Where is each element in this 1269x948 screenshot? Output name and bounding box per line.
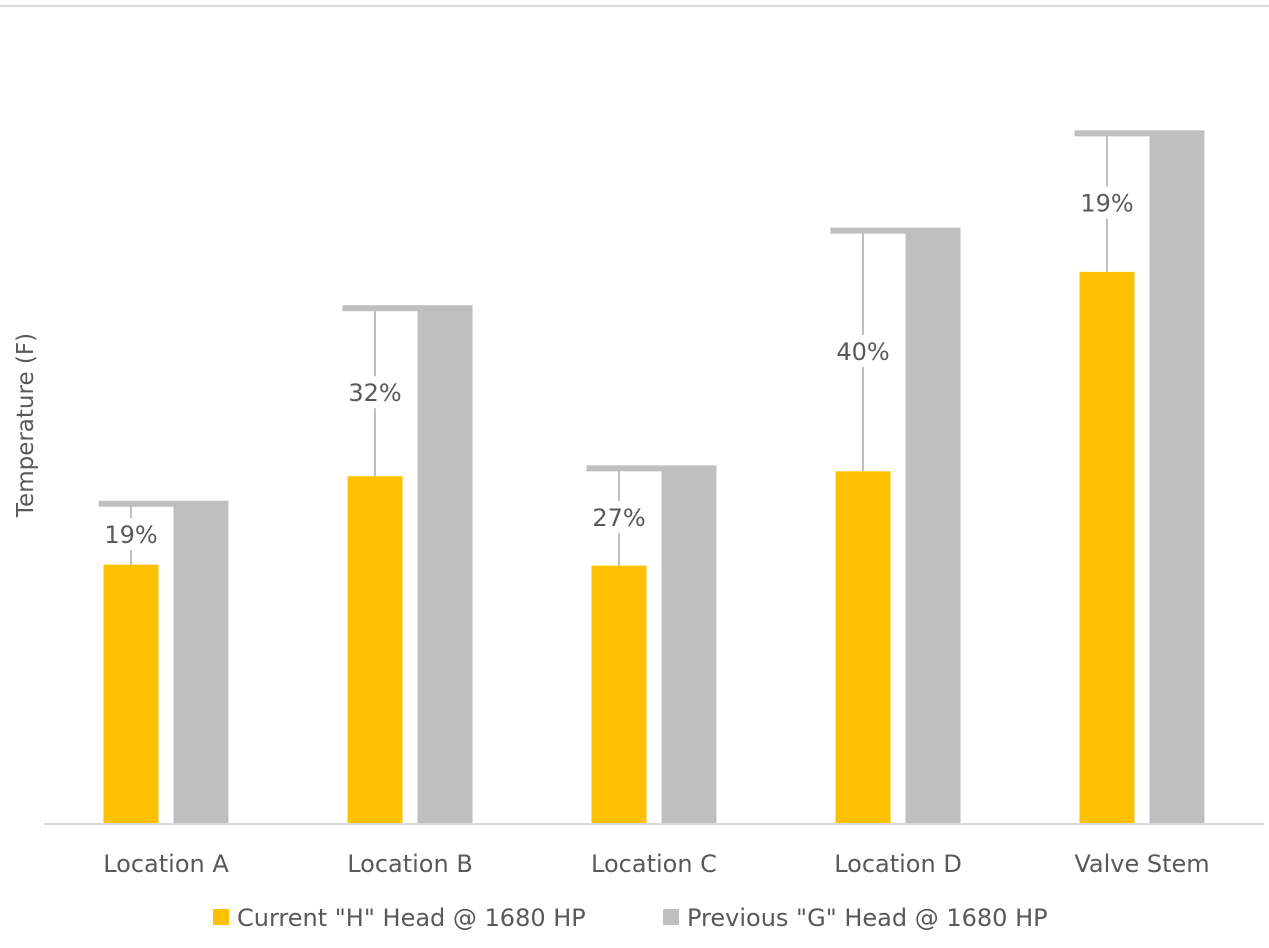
bar-current-2 bbox=[591, 565, 647, 824]
legend: Current "H" Head @ 1680 HP Previous "G" H… bbox=[213, 904, 1048, 932]
x-tick-label-4: Valve Stem bbox=[1074, 850, 1209, 878]
bar-current-1 bbox=[347, 476, 403, 824]
bar-previous-3 bbox=[905, 230, 961, 824]
difference-cap-2 bbox=[586, 465, 717, 472]
bar-previous-4 bbox=[1149, 133, 1205, 825]
bar-previous-0 bbox=[173, 503, 229, 824]
x-tick-label-1: Location B bbox=[347, 850, 473, 878]
legend-label-1: Previous "G" Head @ 1680 HP bbox=[687, 904, 1048, 932]
data-label-3: 40% bbox=[836, 338, 889, 366]
data-label-bg-1 bbox=[343, 376, 407, 409]
bar-current-0 bbox=[103, 564, 159, 824]
data-label-bg-4 bbox=[1075, 186, 1139, 219]
x-tick-label-2: Location C bbox=[591, 850, 717, 878]
data-label-4: 19% bbox=[1080, 190, 1133, 218]
difference-cap-3 bbox=[830, 227, 961, 234]
x-tick-label-3: Location D bbox=[834, 850, 962, 878]
data-label-1: 32% bbox=[348, 379, 401, 407]
legend-swatch-1 bbox=[663, 909, 679, 925]
difference-cap-4 bbox=[1074, 130, 1205, 137]
difference-cap-0 bbox=[98, 500, 229, 507]
legend-swatch-0 bbox=[213, 909, 229, 925]
data-label-bg-0 bbox=[99, 518, 163, 551]
x-tick-label-0: Location A bbox=[103, 850, 229, 878]
labels-layer: 19% Location A 32% Location B 27% Location C 4… bbox=[99, 186, 1210, 878]
legend-label-0: Current "H" Head @ 1680 HP bbox=[237, 904, 586, 932]
bar-previous-1 bbox=[417, 308, 473, 824]
y-axis-title: Temperature (F) bbox=[13, 333, 39, 518]
data-label-bg-2 bbox=[587, 500, 651, 533]
bar-previous-2 bbox=[661, 468, 717, 824]
data-label-bg-3 bbox=[831, 334, 895, 367]
difference-cap-1 bbox=[342, 305, 473, 312]
bar-current-3 bbox=[835, 471, 891, 824]
data-label-2: 27% bbox=[592, 504, 645, 532]
bars-layer bbox=[98, 130, 1205, 825]
data-label-0: 19% bbox=[104, 521, 157, 549]
bar-current-4 bbox=[1079, 271, 1135, 824]
